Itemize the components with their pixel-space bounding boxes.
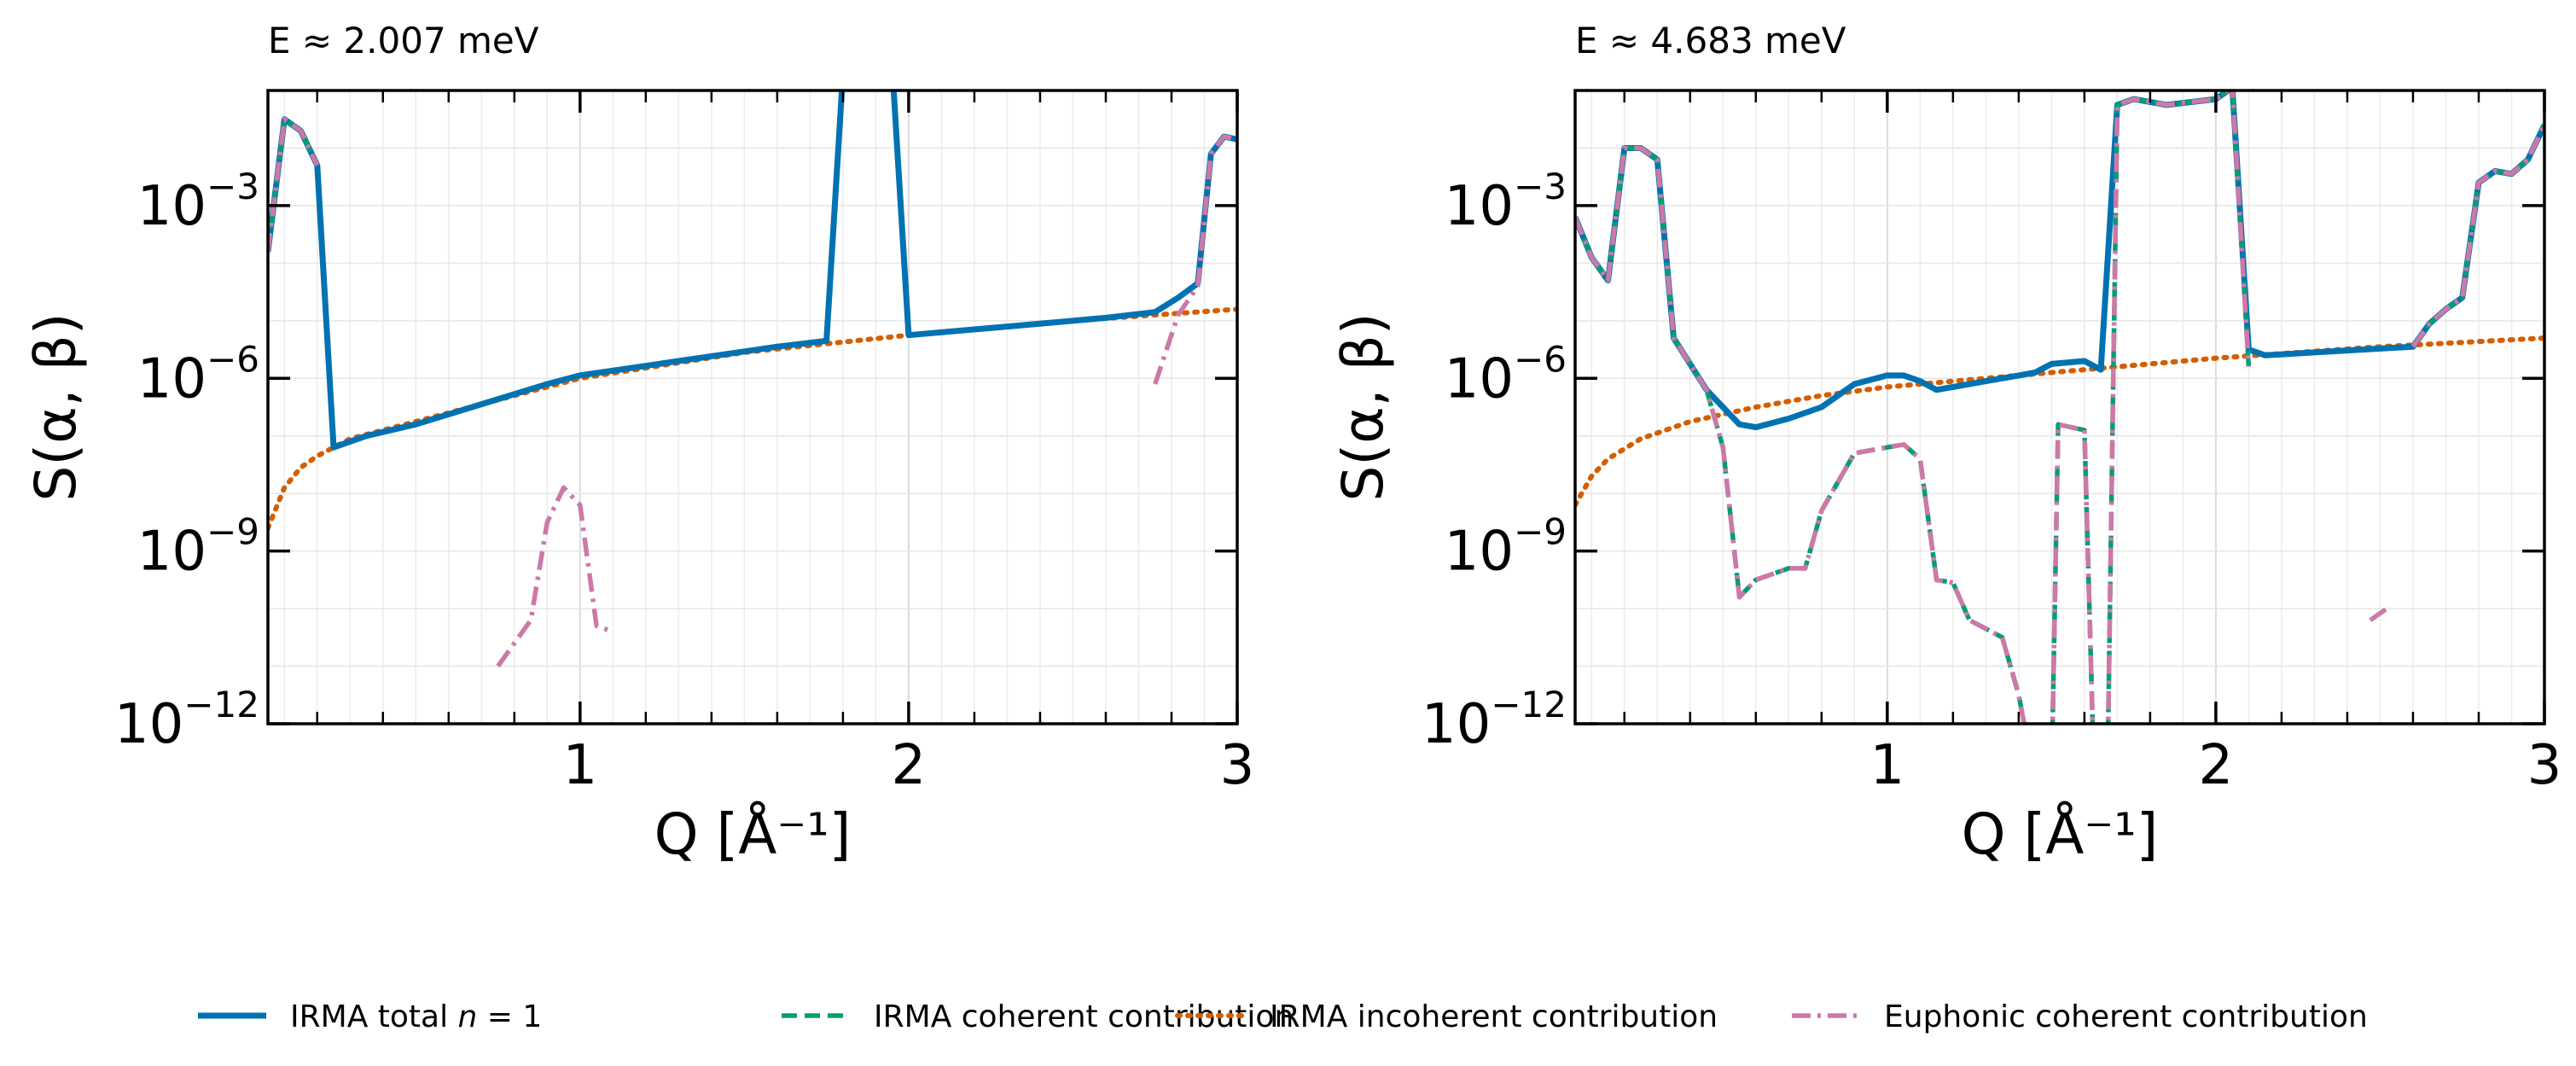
series-line-3 <box>268 306 1237 531</box>
panel-2-series <box>1575 90 2544 724</box>
panel-2-frame <box>1573 89 2546 725</box>
series-line-1 <box>1575 90 2544 431</box>
legend-label-1: IRMA total n = 1 <box>290 999 542 1034</box>
y-tick-label: 10−12 <box>1422 684 1567 756</box>
panel-2-ticks: 1 2 3 10−3 10−6 10−9 10−12 <box>1422 90 2561 797</box>
y-tick-label: 10−6 <box>1445 338 1567 411</box>
series-line-4 <box>1575 90 2544 724</box>
y-tick-label: 10−9 <box>137 511 259 584</box>
y-tick-label: 10−3 <box>137 166 259 238</box>
panel-2-xlabel: Q [Å⁻¹] <box>1962 801 2159 867</box>
legend-label-2: IRMA coherent contribution <box>874 999 1294 1034</box>
panel-1-xlabel: Q [Å⁻¹] <box>654 801 852 867</box>
y-tick-label: 10−6 <box>137 338 259 411</box>
series-line-4 <box>268 116 1237 668</box>
panel-1-ylabel: S(α, β) <box>23 313 89 502</box>
chart-panel-1: E ≈ 2.007 meV 1 2 3 10−3 10−6 10−9 10−12 Q [Å⁻… <box>23 20 1254 867</box>
series-line-1 <box>268 90 1237 451</box>
panel-1-ticks: 1 2 3 10−3 10−6 10−9 10−12 <box>114 90 1254 797</box>
x-tick-label: 2 <box>2199 734 2234 797</box>
series-line-3 <box>1575 335 2544 508</box>
legend: IRMA total n = 1 IRMA coherent contributi… <box>198 999 2368 1034</box>
panel-1-series <box>268 90 1237 668</box>
x-tick-label: 3 <box>2527 734 2562 797</box>
chart-panel-2: E ≈ 4.683 meV 1 2 3 10−3 10−6 10−9 10−12 Q [Å⁻… <box>1330 20 2561 867</box>
panel-2-ylabel: S(α, β) <box>1330 313 1396 502</box>
legend-label-3: IRMA incoherent contribution <box>1270 999 1718 1034</box>
x-tick-label: 2 <box>892 734 927 797</box>
x-tick-label: 1 <box>562 734 597 797</box>
panel-1-title: E ≈ 2.007 meV <box>268 20 539 61</box>
panel-1-grid <box>268 90 1238 725</box>
y-tick-label: 10−9 <box>1445 511 1567 584</box>
x-tick-label: 1 <box>1869 734 1904 797</box>
x-tick-label: 3 <box>1220 734 1255 797</box>
legend-label-4: Euphonic coherent contribution <box>1884 999 2368 1034</box>
y-tick-label: 10−12 <box>114 684 259 756</box>
panel-1-frame <box>266 89 1239 725</box>
panel-2-title: E ≈ 4.683 meV <box>1575 20 1846 61</box>
y-tick-label: 10−3 <box>1445 166 1567 238</box>
